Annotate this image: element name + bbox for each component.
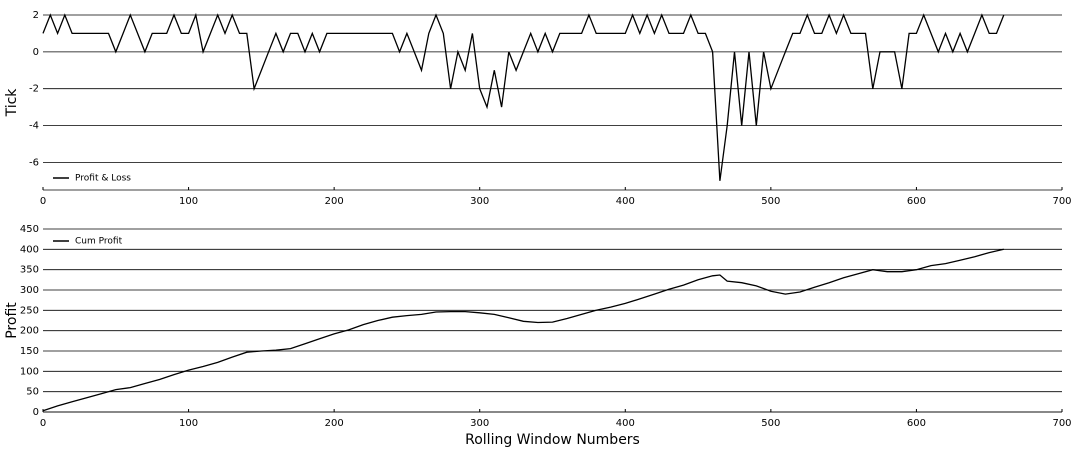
y-tick-label: -2 [29, 84, 39, 95]
y-axis-label: Tick [4, 88, 20, 118]
y-tick-label: 300 [20, 285, 39, 296]
x-tick-label: 100 [179, 418, 198, 429]
y-tick-label: 450 [20, 224, 39, 235]
y-tick-label: 0 [33, 407, 39, 418]
x-tick-label: 700 [1052, 196, 1071, 207]
x-tick-label: 400 [616, 196, 635, 207]
y-tick-label: 350 [20, 265, 39, 276]
y-tick-label: 100 [20, 366, 39, 377]
legend-label: Cum Profit [75, 237, 123, 247]
line [42, 12, 1005, 181]
x-tick-label: 600 [907, 196, 926, 207]
y-tick-label: 400 [20, 244, 39, 255]
legend-label: Profit & Loss [75, 174, 131, 184]
x-tick-label: 400 [616, 418, 635, 429]
x-tick-label: 500 [761, 418, 780, 429]
y-tick-label: 200 [20, 326, 39, 337]
x-tick-label: 300 [470, 418, 489, 429]
y-tick-label: -6 [29, 157, 39, 168]
x-tick-label: 100 [179, 196, 198, 207]
x-tick-label: 300 [470, 196, 489, 207]
line [42, 248, 1004, 412]
x-tick-label: 700 [1052, 418, 1071, 429]
x-tick-label: 500 [761, 196, 780, 207]
y-tick-label: -4 [29, 121, 39, 132]
y-tick-label: 2 [33, 10, 39, 21]
x-tick-label: 200 [325, 196, 344, 207]
x-tick-label: 0 [40, 418, 46, 429]
x-tick-label: 200 [325, 418, 344, 429]
x-tick-label: 0 [40, 196, 46, 207]
y-tick-label: 50 [26, 387, 39, 398]
y-tick-label: 150 [20, 346, 39, 357]
x-tick-label: 600 [907, 418, 926, 429]
y-tick-label: 250 [20, 305, 39, 316]
x-axis-label: Rolling Window Numbers [465, 432, 640, 448]
y-axis-label: Profit [4, 302, 20, 339]
y-tick-label: 0 [33, 47, 39, 58]
